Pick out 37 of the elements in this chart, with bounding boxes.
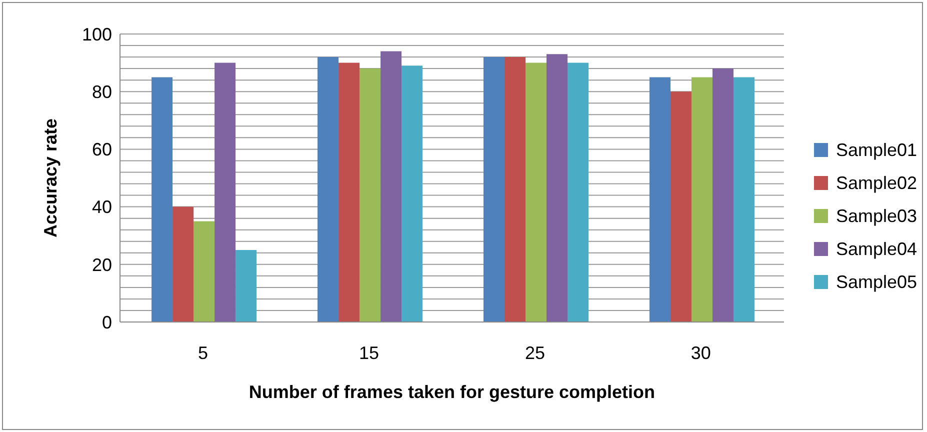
bar (484, 57, 505, 322)
y-tick-label: 80 (92, 82, 112, 102)
x-tick-label: 25 (524, 342, 545, 363)
bar (568, 62, 589, 322)
x-tick-label: 30 (690, 342, 711, 363)
y-tick-label: 40 (92, 197, 112, 218)
bar (152, 77, 173, 322)
y-axis-title: Accuracy rate (40, 118, 60, 238)
bar (670, 92, 692, 322)
y-tick-label: 20 (92, 254, 112, 275)
legend-label: Sample03 (836, 206, 917, 226)
bar (318, 57, 339, 322)
legend-label: Sample04 (836, 238, 917, 260)
bar (733, 77, 754, 322)
legend-label: Sample02 (836, 172, 917, 194)
y-tick-label: 0 (102, 312, 112, 332)
y-tick-label: 100 (82, 24, 112, 44)
bar (236, 250, 257, 322)
legend-label: Sample01 (836, 140, 917, 160)
bar (691, 77, 712, 322)
x-tick-label: 5 (198, 342, 208, 363)
bar (649, 77, 670, 322)
x-axis-title: Number of frames taken for gesture completion (248, 382, 656, 402)
x-tick-label: 15 (358, 342, 379, 363)
bar (504, 57, 526, 322)
bar (526, 62, 547, 322)
bar (338, 62, 360, 322)
bar (172, 206, 194, 322)
bar (360, 68, 381, 322)
y-tick-label: 60 (92, 140, 112, 160)
bar (214, 62, 236, 322)
legend-label: Sample05 (836, 272, 917, 292)
bar (380, 51, 402, 322)
bar (194, 221, 215, 322)
bar (546, 54, 568, 322)
bar (712, 68, 734, 322)
bar (402, 66, 423, 322)
